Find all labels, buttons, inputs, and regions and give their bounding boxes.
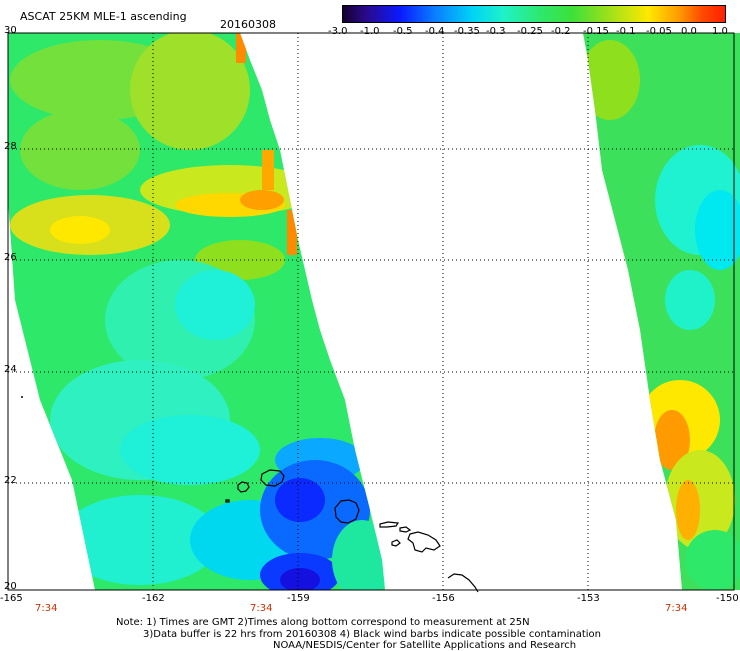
colorbar-tick: -0.15 <box>583 26 609 37</box>
lon-label: -156 <box>432 593 455 604</box>
colorbar-tick: -0.5 <box>393 26 413 37</box>
right-swath <box>583 33 740 590</box>
colorbar-tick: -3.0 <box>328 26 348 37</box>
map-title: ASCAT 25KM MLE-1 ascending <box>20 10 187 23</box>
map-date: 20160308 <box>220 18 276 31</box>
lon-label: -150 <box>716 593 739 604</box>
lon-label: -165 <box>0 593 23 604</box>
left-swath <box>8 33 385 590</box>
colorbar-tick: -1.0 <box>360 26 380 37</box>
colorbar-tick: -0.3 <box>486 26 506 37</box>
time-label: 7:34 <box>665 603 688 614</box>
grid-lines <box>8 33 734 590</box>
lon-label: -159 <box>287 593 310 604</box>
note-line-2: 3)Data buffer is 22 hrs from 20160308 4)… <box>143 629 601 640</box>
lat-label: 30 <box>4 25 17 36</box>
lat-label: 20 <box>4 581 17 592</box>
note-line-3: NOAA/NESDIS/Center for Satellite Applica… <box>273 640 577 651</box>
time-label: 7:34 <box>35 603 58 614</box>
note-line-1: Note: 1) Times are GMT 2)Times along bot… <box>116 617 530 628</box>
colorbar-tick: -0.05 <box>646 26 672 37</box>
colorbar-tick: -0.1 <box>616 26 636 37</box>
lon-label: -162 <box>142 593 165 604</box>
time-label: 7:34 <box>250 603 273 614</box>
lon-label: -153 <box>577 593 600 604</box>
lat-label: 22 <box>4 475 17 486</box>
lat-label: 26 <box>4 252 17 263</box>
lat-label: 24 <box>4 364 17 375</box>
colorbar-tick: -0.4 <box>425 26 445 37</box>
colorbar-tick: 0.0 <box>681 26 697 37</box>
colorbar-tick: -0.35 <box>454 26 480 37</box>
colorbar-tick: -0.2 <box>551 26 571 37</box>
colorbar <box>342 5 726 23</box>
colorbar-tick: -0.25 <box>517 26 543 37</box>
lat-label: 28 <box>4 141 17 152</box>
colorbar-tick: 1.0 <box>712 26 728 37</box>
coastline-islands <box>225 469 479 593</box>
